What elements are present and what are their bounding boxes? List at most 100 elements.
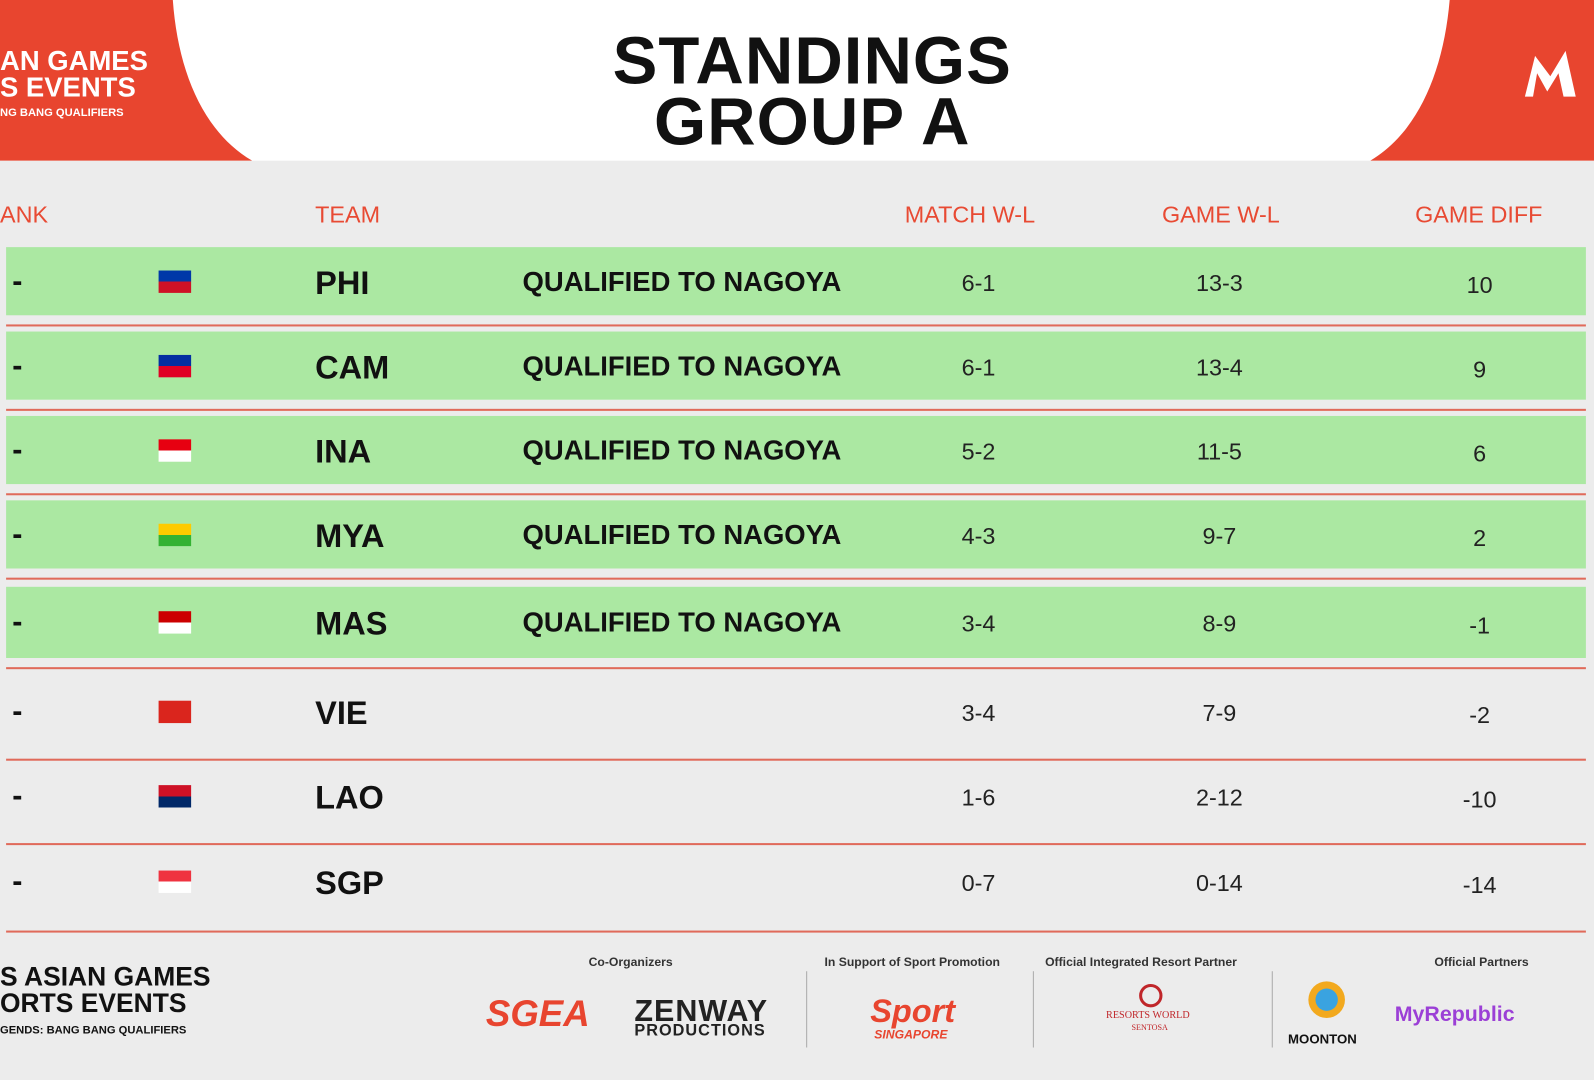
status: QUALIFIED TO NAGOYA <box>522 519 842 550</box>
team: MAS <box>315 605 388 642</box>
league-logo <box>1524 50 1576 97</box>
game-wl: 13-4 <box>1195 353 1243 380</box>
flag <box>158 700 192 723</box>
row-highlight <box>6 247 1586 316</box>
header-left-shape <box>0 0 253 161</box>
logo-myrepublic: MyRepublic <box>1394 1002 1515 1027</box>
row-separator <box>6 843 1586 846</box>
status: QUALIFIED TO NAGOYA <box>522 350 842 381</box>
team: VIE <box>315 694 368 731</box>
game-wl: 13-3 <box>1195 268 1243 296</box>
column-header: ANK <box>0 201 49 228</box>
column-header: MATCH W-L <box>904 201 1036 228</box>
column-header: GAME W-L <box>1161 201 1280 228</box>
logo-rws: RESORTS WORLD <box>1106 1009 1190 1022</box>
flag <box>158 354 192 377</box>
rank: - <box>12 694 23 728</box>
game-diff: -14 <box>1462 871 1497 899</box>
rank: - <box>12 432 23 467</box>
section-caption: Co-Organizers <box>588 954 673 970</box>
match-wl: 3-4 <box>961 610 996 637</box>
team: MYA <box>315 517 385 554</box>
header-right-shape <box>1370 0 1594 161</box>
game-wl: 11-5 <box>1196 437 1242 465</box>
flag <box>158 784 192 807</box>
row-separator <box>6 667 1586 670</box>
game-diff: -1 <box>1469 612 1491 639</box>
column-header: GAME DIFF <box>1415 201 1543 228</box>
rank: - <box>12 778 23 813</box>
team: SGP <box>315 864 384 902</box>
row-highlight <box>6 331 1586 400</box>
row-separator <box>6 324 1586 327</box>
game-diff: 6 <box>1473 439 1487 467</box>
team: CAM <box>315 348 390 385</box>
rank: - <box>12 864 23 899</box>
divider <box>1271 971 1273 1048</box>
logo-sgea: SGEA <box>485 992 590 1035</box>
title: STANDINGS <box>612 22 1012 98</box>
game-diff: 10 <box>1466 271 1493 298</box>
game-wl: 8-9 <box>1202 610 1237 637</box>
game-diff: 2 <box>1473 524 1487 551</box>
match-wl: 4-3 <box>961 522 996 549</box>
subtitle: GROUP A <box>653 83 971 159</box>
header-banner <box>0 0 1594 161</box>
row-separator <box>6 930 1586 933</box>
footer-event-line: S ASIAN GAMES <box>0 961 211 992</box>
flag <box>158 438 192 462</box>
rank: - <box>12 263 23 298</box>
match-wl: 0-7 <box>961 869 996 896</box>
row-highlight <box>6 586 1586 658</box>
section-caption: Official Integrated Resort Partner <box>1045 954 1237 970</box>
logo-sport: Sport <box>870 992 956 1030</box>
game-diff: -2 <box>1469 701 1491 728</box>
rank: - <box>12 605 23 639</box>
game-diff: -10 <box>1462 785 1497 813</box>
event-line: NG BANG QUALIFIERS <box>0 106 124 119</box>
logo-zenway: ZENWAY <box>634 994 769 1029</box>
row-separator <box>6 493 1586 496</box>
match-wl: 5-2 <box>961 437 996 465</box>
flag <box>158 870 192 893</box>
footer-event-line: GENDS: BANG BANG QUALIFIERS <box>0 1024 187 1037</box>
flag <box>158 523 192 546</box>
team: PHI <box>315 263 370 301</box>
flag <box>158 270 192 293</box>
match-wl: 6-1 <box>961 353 996 380</box>
divider <box>806 971 808 1048</box>
match-wl: 6-1 <box>961 268 996 296</box>
row-highlight <box>6 415 1586 485</box>
game-wl: 0-14 <box>1195 869 1243 896</box>
logo-sport-sub: SINGAPORE <box>874 1027 948 1042</box>
rank: - <box>12 517 23 551</box>
section-caption: In Support of Sport Promotion <box>824 954 1000 970</box>
game-wl: 7-9 <box>1202 699 1237 726</box>
row-separator <box>6 408 1586 411</box>
team: LAO <box>315 778 384 816</box>
logo-zenway-sub: PRODUCTIONS <box>634 1022 766 1040</box>
row-highlight <box>6 500 1586 569</box>
status: QUALIFIED TO NAGOYA <box>522 265 842 297</box>
footer-event-line: ORTS EVENTS <box>0 987 187 1019</box>
rws-icon <box>1139 983 1163 1008</box>
rank: - <box>12 348 23 382</box>
logo-rws-sub: SENTOSA <box>1131 1023 1168 1033</box>
logo-moonton: MOONTON <box>1288 1031 1357 1047</box>
game-wl: 9-7 <box>1202 522 1237 549</box>
column-header: TEAM <box>315 201 381 228</box>
game-diff: 9 <box>1473 355 1487 382</box>
moonton-icon <box>1308 981 1345 1019</box>
event-line: S EVENTS <box>0 72 136 103</box>
team: INA <box>315 432 372 470</box>
row-separator <box>6 577 1586 580</box>
status: QUALIFIED TO NAGOYA <box>522 434 842 466</box>
status: QUALIFIED TO NAGOYA <box>522 607 842 638</box>
event-line: AN GAMES <box>0 45 148 77</box>
section-caption: Official Partners <box>1434 954 1529 970</box>
game-wl: 2-12 <box>1195 783 1243 811</box>
divider <box>1032 971 1034 1048</box>
row-separator <box>6 758 1586 761</box>
